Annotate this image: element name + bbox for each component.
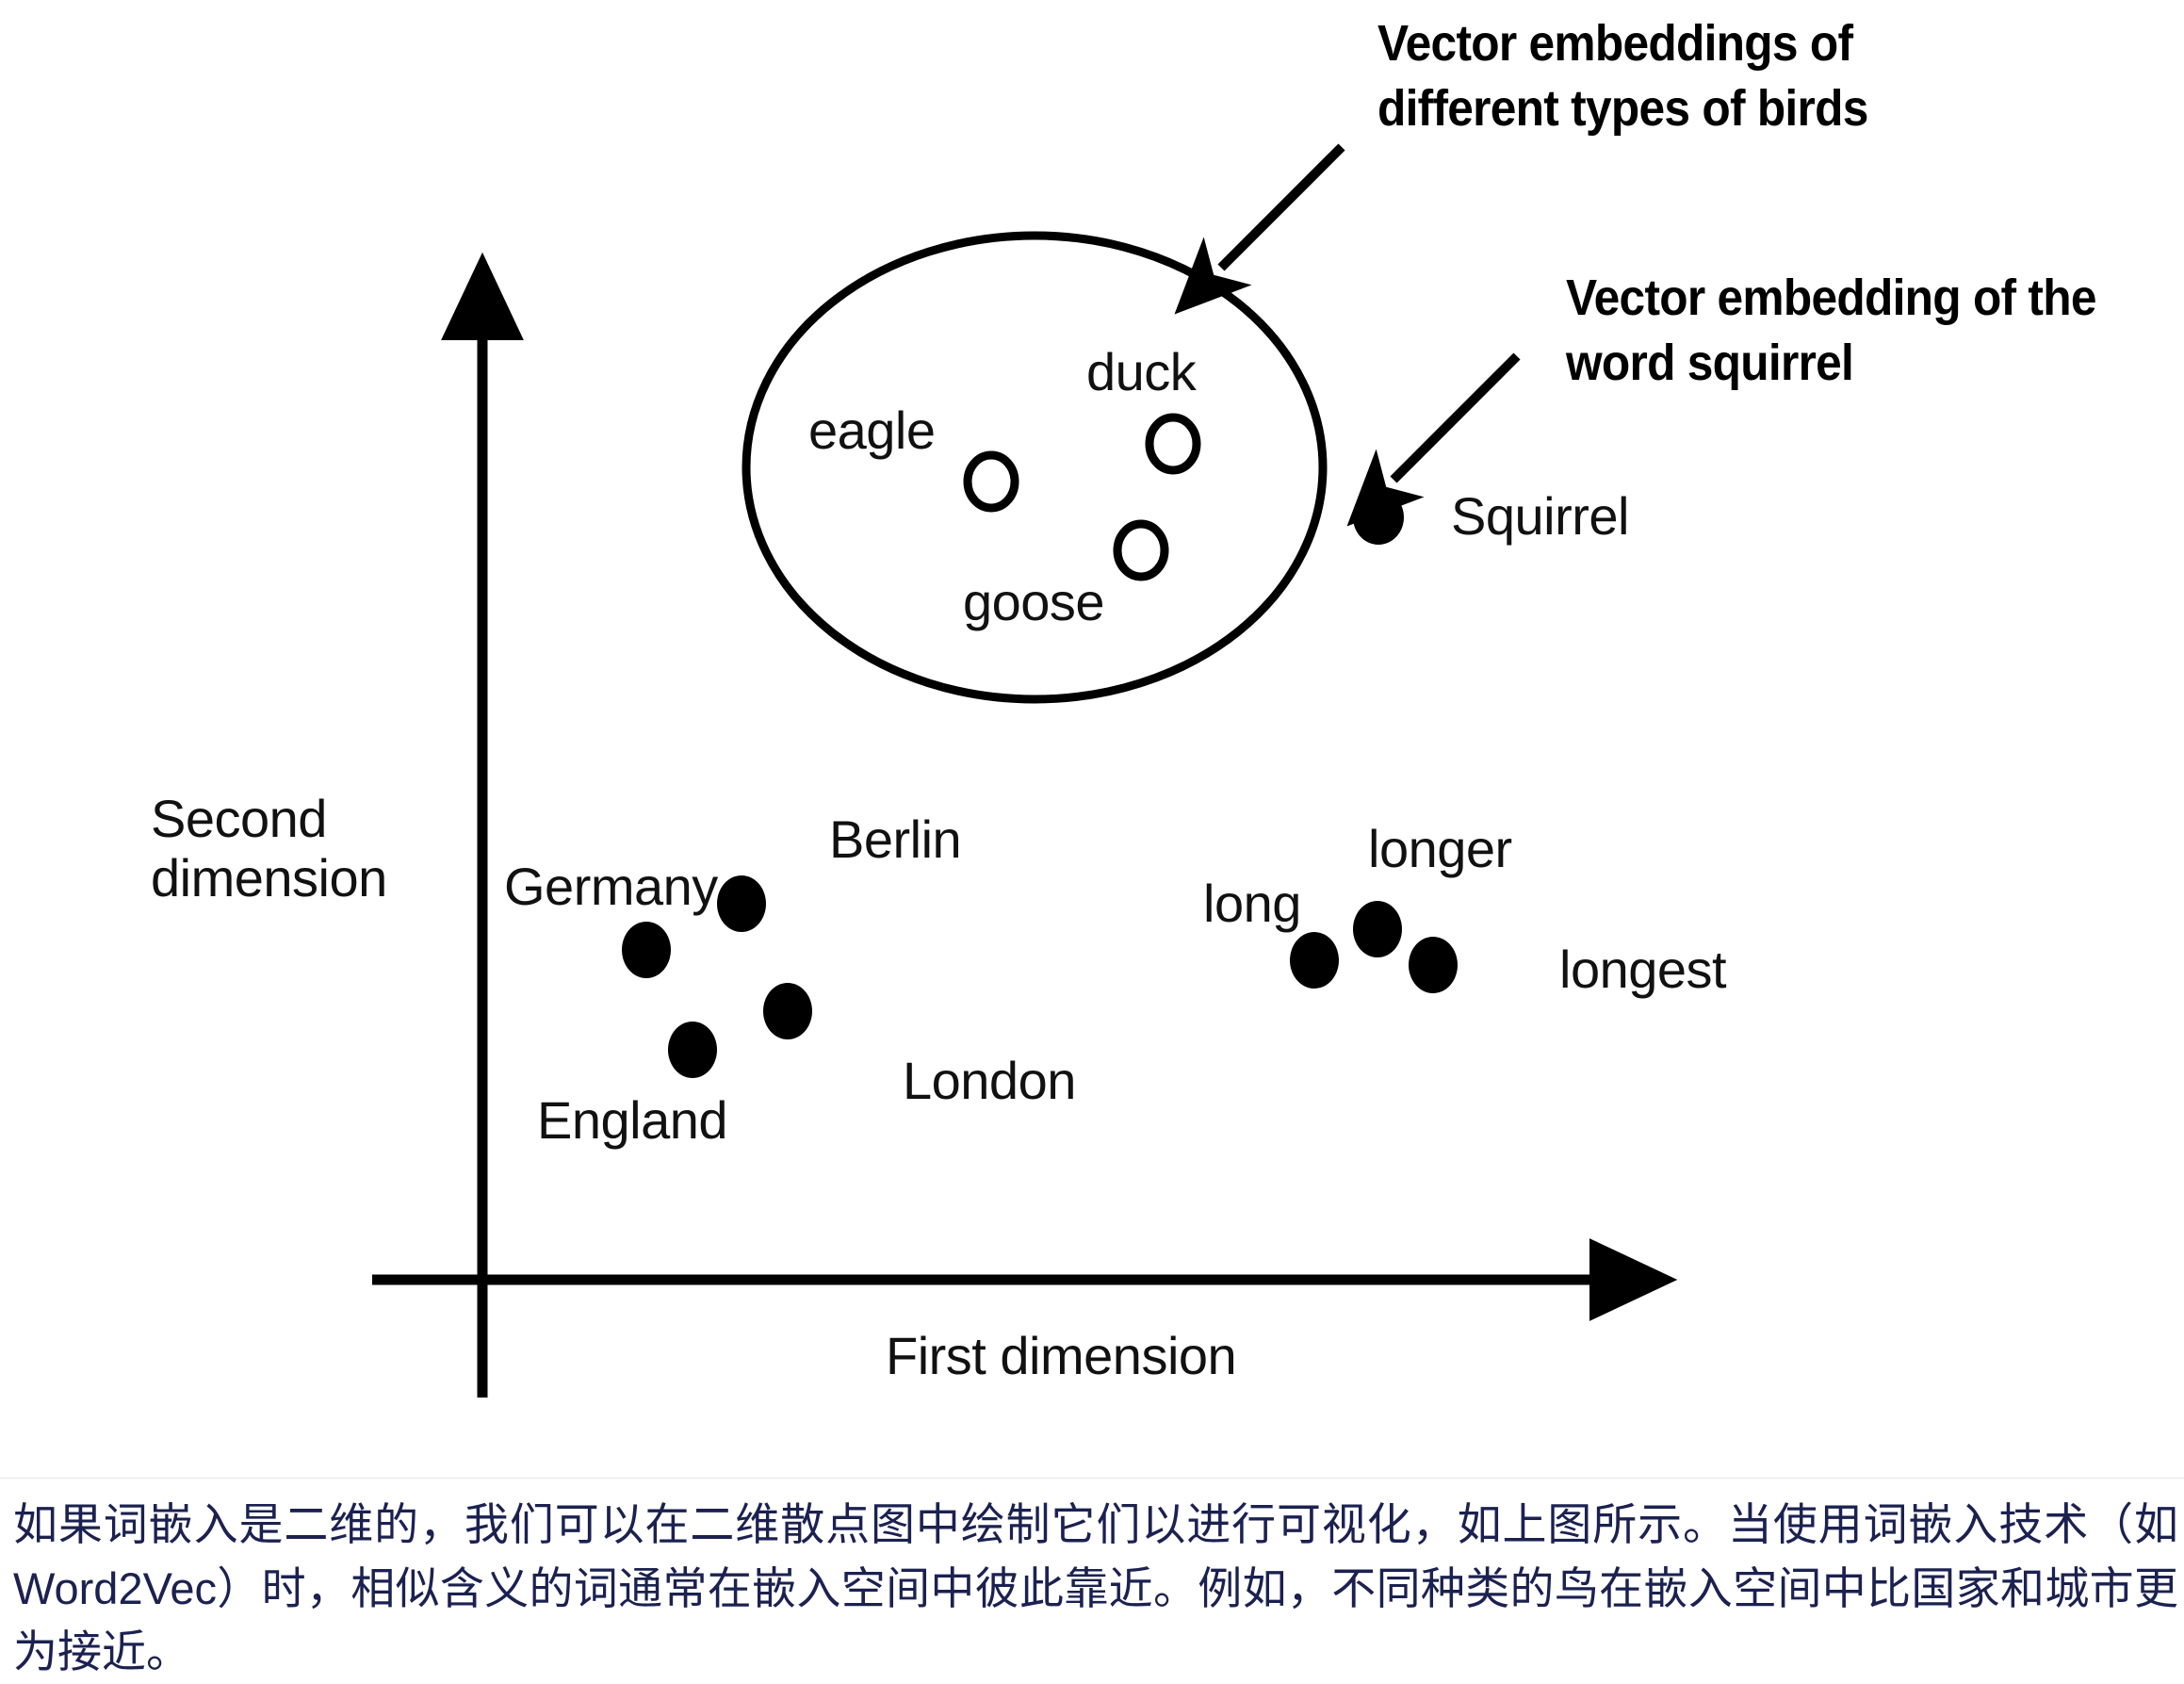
label-berlin: Berlin <box>829 809 962 869</box>
label-squirrel: Squirrel <box>1451 486 1629 546</box>
label-goose: goose <box>963 572 1105 631</box>
point-longer[interactable] <box>1353 901 1402 957</box>
label-duck: duck <box>1086 342 1197 401</box>
embedding-scatter-diagram: Vector embeddings of different types of … <box>151 15 2096 1398</box>
label-longer: longer <box>1368 819 1512 878</box>
caption-divider <box>0 1478 2184 1479</box>
point-duck[interactable] <box>1145 413 1201 475</box>
label-longest: longest <box>1559 940 1727 999</box>
annotation-birds: Vector embeddings of different types of … <box>1377 15 1868 138</box>
point-eagle[interactable] <box>963 450 1019 513</box>
point-berlin[interactable] <box>717 875 766 932</box>
point-squirrel[interactable] <box>1353 490 1404 545</box>
point-london[interactable] <box>763 983 812 1039</box>
annotation-squirrel: Vector embedding of the word squirrel <box>1566 270 2096 392</box>
figure-caption: 如果词嵌入是二维的，我们可以在二维散点图中绘制它们以进行可视化，如上图所示。当使… <box>13 1499 2178 1677</box>
label-germany: Germany <box>504 857 718 916</box>
label-eagle: eagle <box>808 401 936 460</box>
diagram-canvas <box>372 143 1678 1398</box>
y-axis-label: Second dimension <box>151 789 387 907</box>
birds-annotation-arrow <box>1174 143 1345 315</box>
point-long[interactable] <box>1290 932 1339 989</box>
x-axis-label: First dimension <box>886 1326 1237 1385</box>
point-longest[interactable] <box>1409 937 1458 993</box>
label-england: England <box>537 1090 728 1150</box>
point-goose[interactable] <box>1113 519 1169 581</box>
bird-group-ellipse <box>742 231 1328 704</box>
point-england[interactable] <box>668 1022 717 1078</box>
squirrel-annotation-arrow <box>1346 352 1521 527</box>
label-london: London <box>903 1051 1076 1110</box>
point-germany[interactable] <box>622 922 671 978</box>
label-long: long <box>1203 874 1301 933</box>
